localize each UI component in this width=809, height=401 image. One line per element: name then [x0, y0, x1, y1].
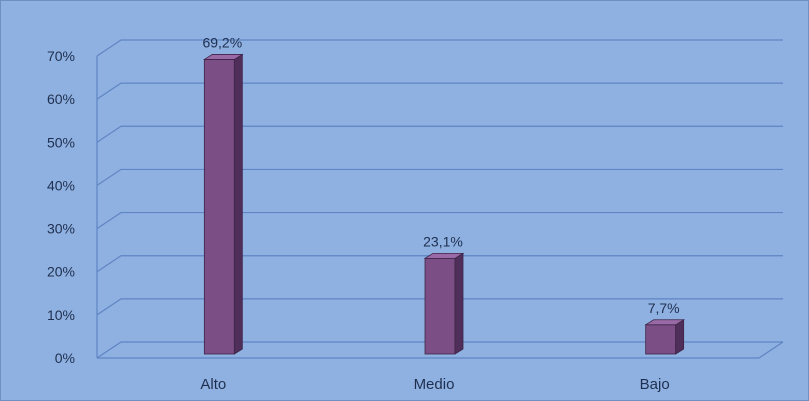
- gridlines: [96, 39, 784, 359]
- bars: [202, 53, 686, 355]
- bar-front: [424, 257, 456, 355]
- y-axis: 0% 10% 20% 30% 40% 50% 60% 70%: [47, 48, 75, 366]
- bar-top: [644, 319, 686, 326]
- bar-medio: [423, 252, 465, 355]
- gridline-70pct: [96, 39, 783, 57]
- y-tick-label: 30%: [47, 221, 75, 237]
- gridline-50pct: [96, 125, 783, 143]
- data-label-bajo: 7,7%: [648, 300, 680, 316]
- bar-top: [423, 252, 465, 259]
- bar-side: [675, 319, 685, 355]
- x-category-label: Bajo: [640, 376, 670, 393]
- y-tick-label: 70%: [47, 48, 75, 64]
- x-category-label: Alto: [200, 376, 226, 393]
- bar-front: [645, 324, 677, 355]
- bar-bajo: [644, 319, 686, 355]
- bar-side: [233, 53, 243, 355]
- y-tick-label: 10%: [47, 307, 75, 323]
- gridline-0pct: [96, 341, 783, 359]
- gridline-60pct: [96, 82, 783, 100]
- bar-alto: [202, 53, 244, 355]
- bar-top: [202, 54, 244, 60]
- bar-front: [203, 59, 235, 355]
- floor-edge: [97, 341, 784, 359]
- labels: 69,2% Alto 23,1% Medio 7,7% Bajo: [200, 34, 679, 393]
- gridline-20pct: [96, 255, 783, 273]
- bar-side: [454, 252, 464, 355]
- y-tick-label: 0%: [55, 350, 75, 366]
- y-tick-label: 20%: [47, 264, 75, 280]
- y-tick-label: 50%: [47, 134, 75, 150]
- data-label-medio: 23,1%: [423, 233, 463, 249]
- y-tick-label: 40%: [47, 177, 75, 193]
- gridline-40pct: [96, 168, 783, 186]
- x-category-label: Medio: [414, 376, 455, 393]
- data-label-alto: 69,2%: [202, 34, 242, 50]
- gridline-10pct: [96, 298, 783, 316]
- y-tick-label: 60%: [47, 91, 75, 107]
- gridline-30pct: [96, 211, 783, 230]
